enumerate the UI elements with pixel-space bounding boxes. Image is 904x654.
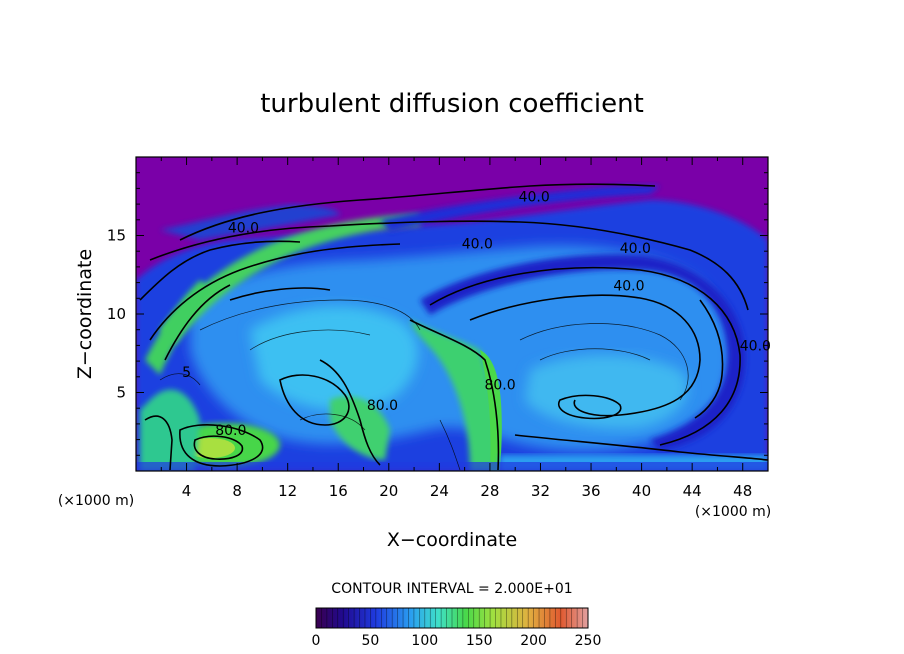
contour-label: 80.0 — [215, 423, 246, 439]
contour-label: 40.0 — [519, 189, 550, 205]
contour-lines-thin — [159, 299, 689, 471]
colorbar-stripes — [321, 608, 583, 628]
contour-labels: 40.0 40.0 40.0 40.0 40.0 40.0 80.0 80.0 80.0 5 — [182, 189, 771, 439]
x-tick-label: 8 — [232, 482, 242, 500]
x-axis-ticks: 4 8 12 16 20 24 28 32 36 40 44 48 — [160, 157, 752, 500]
colorbar-tick-label: 150 — [466, 633, 493, 649]
contour-label: 40.0 — [620, 241, 651, 257]
y-axis-ticks: 5 10 15 — [107, 172, 768, 456]
x-axis-label: X−coordinate — [387, 529, 517, 551]
x-tick-label: 20 — [379, 482, 398, 500]
colorbar-tick-label: 100 — [411, 633, 438, 649]
contour-label: 80.0 — [367, 398, 398, 414]
x-tick-label: 24 — [430, 482, 449, 500]
contour-label: 40.0 — [462, 236, 493, 252]
y-tick-label: 10 — [107, 305, 126, 323]
x-tick-label: 48 — [733, 482, 752, 500]
y-tick-label: 5 — [116, 384, 126, 402]
contour-label: 40.0 — [740, 338, 771, 354]
x-tick-label: 32 — [531, 482, 550, 500]
contour-label: 40.0 — [613, 279, 644, 295]
chart-title: turbulent diffusion coefficient — [260, 89, 644, 119]
contour-lines — [139, 183, 768, 471]
colorbar-tick-label: 250 — [575, 633, 602, 649]
heatmap-field — [136, 157, 768, 471]
contour-interval-text: CONTOUR INTERVAL = 2.000E+01 — [331, 581, 572, 597]
x-tick-label: 44 — [683, 482, 702, 500]
colorbar-tick-label: 0 — [312, 633, 321, 649]
x-tick-label: 40 — [632, 482, 651, 500]
contour-label: 80.0 — [484, 378, 515, 394]
y-tick-label: 15 — [107, 227, 126, 245]
x-tick-label: 36 — [581, 482, 600, 500]
contour-label: 5 — [182, 365, 191, 381]
x-unit-right: (×1000 m) — [695, 504, 771, 520]
colorbar-tick-label: 50 — [361, 633, 379, 649]
x-tick-label: 4 — [182, 482, 192, 500]
x-tick-label: 28 — [480, 482, 499, 500]
x-tick-label: 12 — [278, 482, 297, 500]
contour-label: 40.0 — [228, 221, 259, 237]
y-axis-label: Z−coordinate — [74, 249, 96, 379]
colorbar-ticks: 0 50 100 150 200 250 — [312, 633, 602, 649]
x-unit-left: (×1000 m) — [58, 493, 134, 509]
x-tick-label: 16 — [329, 482, 348, 500]
colorbar-tick-label: 200 — [520, 633, 547, 649]
